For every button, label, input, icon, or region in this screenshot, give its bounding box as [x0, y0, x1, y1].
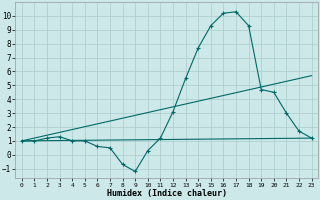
X-axis label: Humidex (Indice chaleur): Humidex (Indice chaleur): [107, 189, 227, 198]
